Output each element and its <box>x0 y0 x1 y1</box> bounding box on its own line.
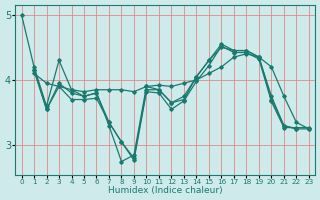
X-axis label: Humidex (Indice chaleur): Humidex (Indice chaleur) <box>108 186 222 195</box>
